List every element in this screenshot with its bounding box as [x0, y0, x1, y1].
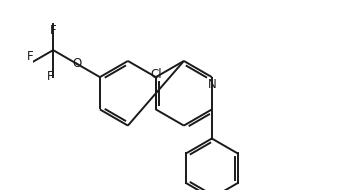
- Text: F: F: [27, 50, 34, 63]
- Text: Cl: Cl: [150, 68, 162, 81]
- Text: O: O: [72, 57, 82, 70]
- Text: F: F: [50, 24, 56, 37]
- Text: F: F: [46, 70, 53, 83]
- Text: N: N: [207, 78, 216, 91]
